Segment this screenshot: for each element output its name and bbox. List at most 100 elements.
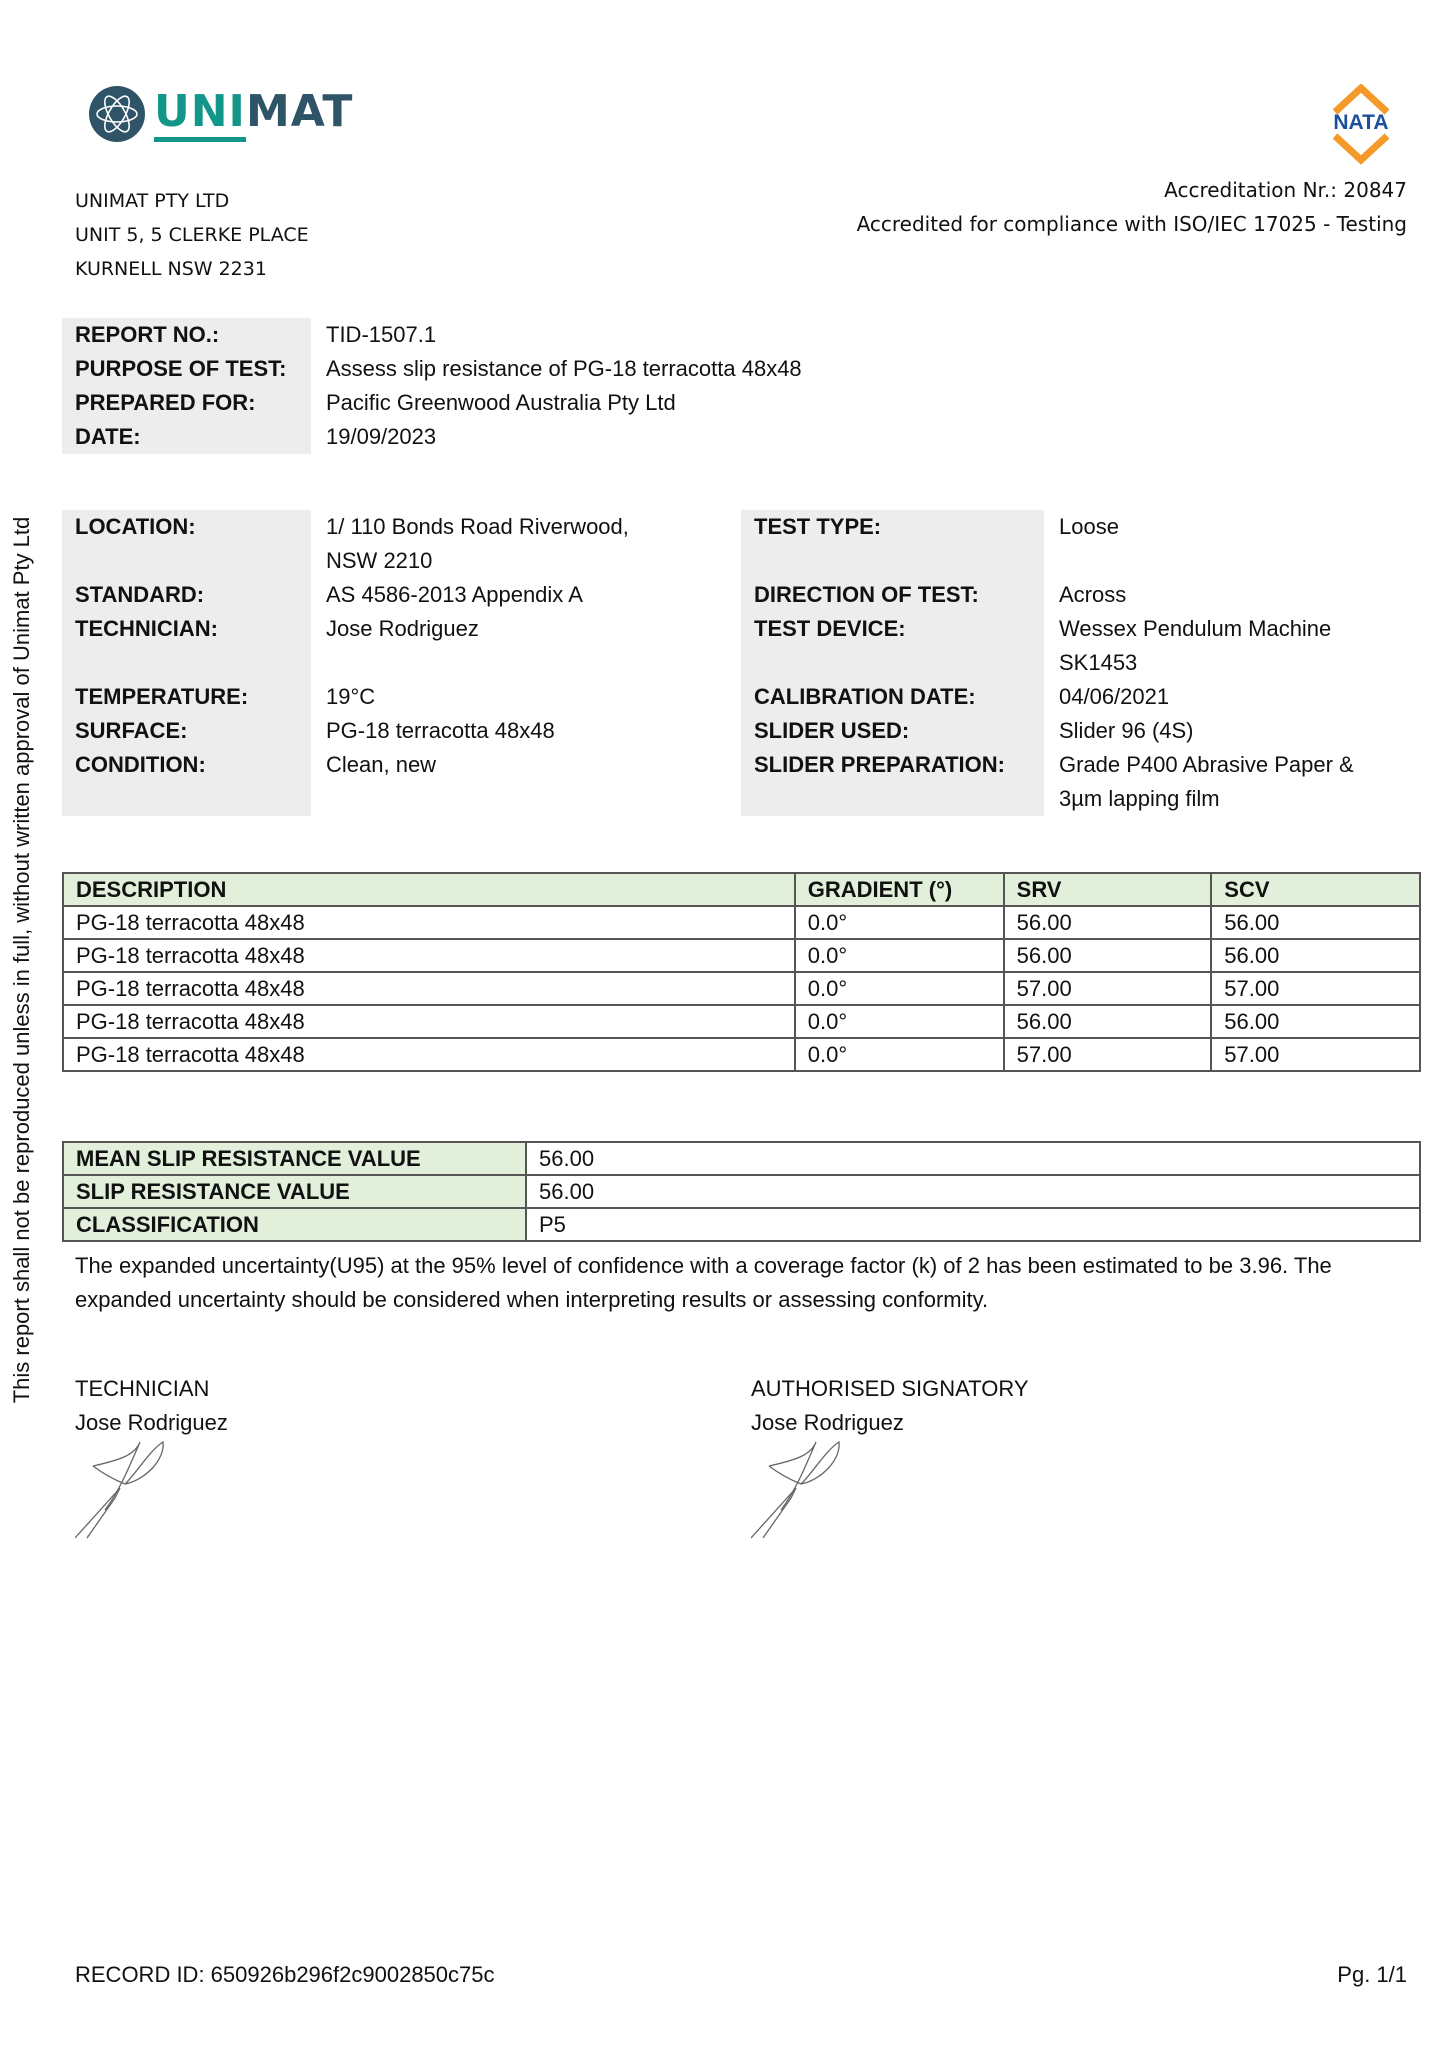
technician-signature-block: TECHNICIAN Jose Rodriguez [75, 1372, 228, 1540]
purpose-value: Assess slip resistance of PG-18 terracot… [326, 356, 802, 381]
prepared-for-label: PREPARED FOR: [75, 390, 256, 415]
calibration-value: 04/06/2021 [1059, 684, 1170, 709]
atom-icon [89, 86, 145, 142]
table-header-row: DESCRIPTION GRADIENT (°) SRV SCV [62, 872, 1421, 907]
cell-description: PG-18 terracotta 48x48 [62, 971, 796, 1006]
cell-gradient: 0.0° [793, 938, 1005, 973]
test-details: LOCATION: 1/ 110 Bonds Road Riverwood, NS… [62, 510, 1442, 816]
side-notice: This report shall not be reproduced unle… [9, 516, 34, 1404]
results-table: DESCRIPTION GRADIENT (°) SRV SCV PG-18 t… [62, 872, 1421, 1072]
condition-label: CONDITION: [75, 752, 206, 777]
location-value: 1/ 110 Bonds Road Riverwood, [326, 514, 629, 539]
report-info: REPORT NO.: TID-1507.1 PURPOSE OF TEST: As… [62, 318, 802, 454]
report-no-label: REPORT NO.: [75, 322, 220, 347]
address-line: UNIT 5, 5 CLERKE PLACE [75, 224, 309, 246]
unimat-logo: UNIMAT [88, 85, 352, 143]
test-device-label: TEST DEVICE: [754, 616, 906, 641]
cell-srv: 57.00 [1002, 971, 1213, 1006]
mean-srv-value: 56.00 [525, 1141, 1421, 1176]
cell-description: PG-18 terracotta 48x48 [62, 905, 796, 940]
header-description: DESCRIPTION [62, 872, 796, 907]
date-label: DATE: [75, 424, 141, 449]
direction-value: Across [1059, 582, 1127, 607]
summary-row-mean: MEAN SLIP RESISTANCE VALUE 56.00 [62, 1141, 1421, 1176]
company-address: UNIMAT PTY LTD UNIT 5, 5 CLERKE PLACE KU… [75, 184, 309, 286]
cell-description: PG-18 terracotta 48x48 [62, 938, 796, 973]
signature-image [75, 1440, 164, 1539]
signature-image [751, 1440, 840, 1539]
page-number: Pg. 1/1 [1337, 1962, 1407, 1987]
prepared-for-value: Pacific Greenwood Australia Pty Ltd [326, 390, 676, 415]
cell-scv: 57.00 [1210, 971, 1421, 1006]
table-row: PG-18 terracotta 48x48 0.0° 56.00 56.00 [62, 1004, 1421, 1039]
nata-text: NATA [1333, 111, 1389, 134]
standard-label: STANDARD: [75, 582, 205, 607]
authorised-signature-block: AUTHORISED SIGNATORY Jose Rodriguez [751, 1372, 1029, 1540]
summary-row-srv: SLIP RESISTANCE VALUE 56.00 [62, 1174, 1421, 1209]
technician-value: Jose Rodriguez [326, 616, 479, 641]
surface-value: PG-18 terracotta 48x48 [326, 718, 555, 743]
cell-gradient: 0.0° [793, 1037, 1005, 1072]
cell-srv: 57.00 [1002, 1037, 1213, 1072]
date-value: 19/09/2023 [326, 424, 437, 449]
srv-label: SLIP RESISTANCE VALUE [62, 1174, 527, 1209]
classification-label: CLASSIFICATION [62, 1207, 527, 1242]
standard-value: AS 4586-2013 Appendix A [326, 582, 583, 607]
classification-value: P5 [525, 1207, 1421, 1242]
cell-srv: 56.00 [1002, 938, 1213, 973]
temperature-value: 19°C [326, 684, 376, 709]
cell-scv: 56.00 [1210, 938, 1421, 973]
purpose-label: PURPOSE OF TEST: [75, 356, 287, 381]
srv-value: 56.00 [525, 1174, 1421, 1209]
record-id: RECORD ID: 650926b296f2c9002850c75c [75, 1962, 495, 1987]
slider-used-label: SLIDER USED: [754, 718, 910, 743]
location-label: LOCATION: [75, 514, 196, 539]
logo-text-mat: MAT [245, 86, 354, 137]
test-device-value-line2: SK1453 [1059, 650, 1138, 675]
accreditation-number: Accreditation Nr.: 20847 [1164, 178, 1407, 202]
report-no-value: TID-1507.1 [326, 322, 437, 347]
uncertainty-note: The expanded uncertainty(U95) at the 95%… [75, 1253, 1332, 1312]
header-gradient: GRADIENT (°) [793, 872, 1005, 907]
header-srv: SRV [1002, 872, 1213, 907]
cell-description: PG-18 terracotta 48x48 [62, 1037, 796, 1072]
address-line: UNIMAT PTY LTD [75, 190, 230, 212]
cell-gradient: 0.0° [793, 1004, 1005, 1039]
condition-value: Clean, new [326, 752, 437, 777]
cell-srv: 56.00 [1002, 1004, 1213, 1039]
table-row: PG-18 terracotta 48x48 0.0° 57.00 57.00 [62, 971, 1421, 1006]
surface-label: SURFACE: [75, 718, 188, 743]
mean-srv-label: MEAN SLIP RESISTANCE VALUE [62, 1141, 527, 1176]
technician-name: Jose Rodriguez [75, 1410, 228, 1435]
calibration-label: CALIBRATION DATE: [754, 684, 976, 709]
location-value-line2: NSW 2210 [326, 548, 433, 573]
table-row: PG-18 terracotta 48x48 0.0° 56.00 56.00 [62, 938, 1421, 973]
table-row: PG-18 terracotta 48x48 0.0° 57.00 57.00 [62, 1037, 1421, 1072]
technician-label: TECHNICIAN: [75, 616, 218, 641]
header-scv: SCV [1210, 872, 1421, 907]
cell-scv: 57.00 [1210, 1037, 1421, 1072]
technician-role: TECHNICIAN [75, 1376, 210, 1401]
slider-prep-value-line2: 3µm lapping film [1059, 786, 1220, 811]
cell-scv: 56.00 [1210, 905, 1421, 940]
cell-srv: 56.00 [1002, 905, 1213, 940]
accreditation-text: Accredited for compliance with ISO/IEC 1… [856, 212, 1407, 236]
summary-row-classification: CLASSIFICATION P5 [62, 1207, 1421, 1242]
signatory-name: Jose Rodriguez [751, 1410, 904, 1435]
slider-prep-label: SLIDER PREPARATION: [754, 752, 1005, 777]
cell-scv: 56.00 [1210, 1004, 1421, 1039]
test-device-value: Wessex Pendulum Machine [1059, 616, 1332, 641]
cell-gradient: 0.0° [793, 971, 1005, 1006]
summary-table: MEAN SLIP RESISTANCE VALUE 56.00 SLIP RES… [62, 1141, 1421, 1242]
test-type-label: TEST TYPE: [754, 514, 882, 539]
direction-label: DIRECTION OF TEST: [754, 582, 979, 607]
slider-prep-value: Grade P400 Abrasive Paper & [1059, 752, 1354, 777]
cell-gradient: 0.0° [793, 905, 1005, 940]
nata-logo: NATA [1325, 83, 1397, 166]
temperature-label: TEMPERATURE: [75, 684, 249, 709]
test-type-value: Loose [1059, 514, 1119, 539]
address-line: KURNELL NSW 2231 [75, 258, 267, 280]
logo-text-uni: UNI [154, 86, 246, 142]
cell-description: PG-18 terracotta 48x48 [62, 1004, 796, 1039]
table-row: PG-18 terracotta 48x48 0.0° 56.00 56.00 [62, 905, 1421, 940]
